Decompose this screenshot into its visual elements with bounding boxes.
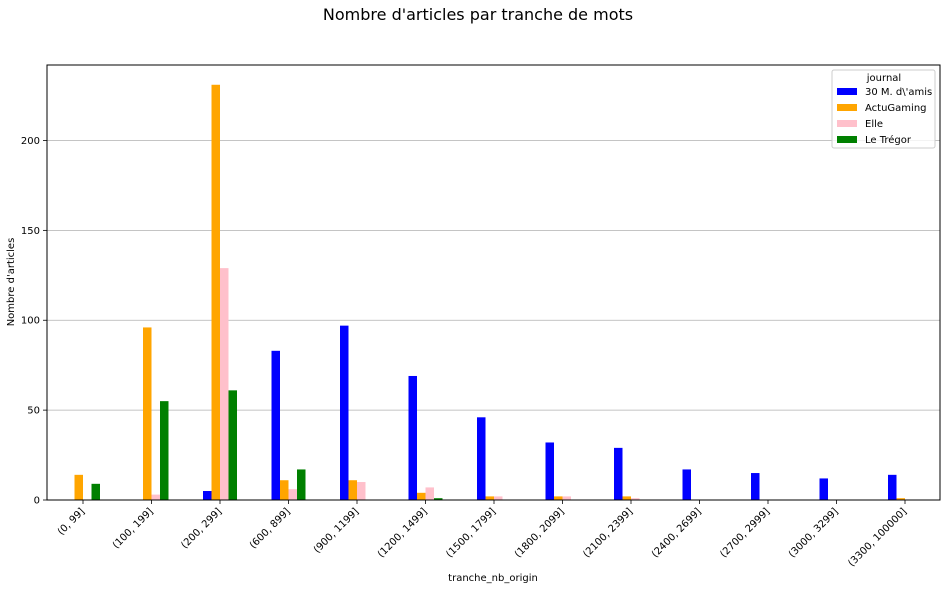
legend-swatch: [837, 120, 857, 127]
x-tick-label: (3000, 3299]: [787, 506, 841, 560]
bar: [408, 375, 417, 500]
bar: [288, 489, 297, 500]
bar: [888, 474, 897, 500]
bar: [622, 496, 631, 500]
bar: [297, 469, 306, 500]
plot-frame: [46, 64, 941, 501]
bar: [357, 482, 366, 500]
x-tick-label: (600, 899]: [248, 506, 293, 551]
legend-title: journal: [866, 73, 901, 84]
legend-swatch: [837, 104, 857, 111]
legend-label: ActuGaming: [865, 103, 927, 114]
y-tick-label: 100: [21, 316, 40, 327]
legend-swatch: [837, 88, 857, 95]
bar: [74, 474, 83, 500]
bar: [203, 491, 212, 500]
bar: [417, 492, 426, 500]
bar: [751, 473, 760, 500]
bar: [554, 496, 563, 500]
x-axis-title: tranche_nb_origin: [448, 573, 538, 584]
x-tick-label: (200, 299]: [179, 506, 224, 551]
x-tick-label: (100, 199]: [111, 506, 156, 551]
bar: [220, 268, 229, 500]
y-tick-label: 150: [21, 226, 40, 237]
bar: [348, 480, 357, 500]
bar: [494, 496, 503, 500]
x-tick-label: (1200, 1499]: [376, 506, 430, 560]
bar: [143, 327, 152, 500]
x-tick-label: (1500, 1799]: [444, 506, 498, 560]
bar: [91, 483, 100, 500]
bars: [74, 84, 905, 501]
grid-lines: [47, 140, 940, 411]
legend-box: [831, 69, 936, 149]
x-tick-label: (3300, 100000]: [846, 506, 909, 569]
x-tick-label: (0, 99]: [56, 506, 87, 537]
bar: [160, 401, 169, 500]
legend-label: 30 M. d\'amis: [865, 87, 932, 98]
bar: [614, 447, 623, 500]
bar: [228, 390, 237, 500]
bar: [896, 498, 905, 500]
bar: [280, 480, 289, 500]
legend-label: Le Trégor: [865, 134, 912, 146]
bar: [477, 417, 486, 500]
bar: [434, 498, 443, 500]
legend-swatch: [837, 136, 857, 143]
y-tick-label: 50: [27, 406, 40, 417]
y-axis-title: Nombre d'articles: [6, 238, 17, 327]
bar: [340, 325, 349, 500]
x-tick-label: (2400, 2699]: [650, 506, 704, 560]
bar: [545, 442, 554, 500]
bar: [151, 494, 160, 500]
bar: [819, 478, 828, 500]
bar: [271, 350, 280, 500]
bar: [485, 496, 494, 500]
bar: [211, 84, 220, 501]
y-tick-label: 0: [34, 496, 40, 507]
x-axis: (0, 99] (100, 199] (200, 299] (600, 899] (90…: [56, 500, 909, 569]
x-tick-label: (2100, 2399]: [581, 506, 635, 560]
bar: [682, 469, 691, 500]
bar: [425, 487, 434, 500]
legend-label: Elle: [865, 119, 883, 130]
y-axis: 0 50 100 150 200: [21, 136, 47, 507]
legend[interactable]: journal 30 M. d\'amis ActuGaming Elle Le Tr…: [831, 69, 936, 149]
x-tick-label: (2700, 2999]: [718, 506, 772, 560]
bar: [631, 498, 640, 500]
x-tick-label: (1800, 2099]: [513, 506, 567, 560]
x-tick-label: (900, 1199]: [312, 506, 361, 555]
y-tick-label: 200: [21, 136, 40, 147]
bar: [562, 496, 571, 500]
chart-title: Nombre d'articles par tranche de mots: [323, 5, 633, 24]
